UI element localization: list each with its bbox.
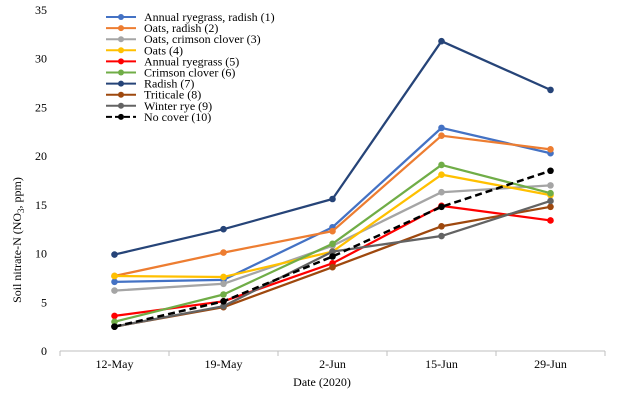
y-tick-label: 20 [35, 149, 47, 163]
legend-marker [118, 80, 124, 87]
x-axis-title: Date (2020) [293, 375, 351, 389]
data-point [547, 182, 554, 189]
data-point [111, 278, 118, 286]
data-point [220, 291, 227, 298]
x-tick-label: 19-May [205, 357, 243, 371]
data-point [220, 273, 227, 281]
data-point [438, 161, 445, 169]
y-tick-label: 5 [41, 295, 47, 309]
data-point [547, 197, 554, 205]
legend-label: No cover (10) [144, 110, 211, 124]
y-axis-ticks: 0 5 10 15 20 25 30 35 [35, 3, 47, 358]
data-point [111, 318, 118, 326]
data-point [329, 248, 336, 255]
data-point [329, 240, 336, 248]
legend-item: Radish (7) [106, 77, 194, 91]
data-point [111, 272, 118, 280]
legend-label: Annual ryegrass, radish (1) [144, 10, 275, 24]
legend-marker [118, 58, 124, 65]
y-tick-label: 10 [35, 247, 47, 261]
legend-label: Oats, crimson clover (3) [144, 32, 261, 46]
legend-label: Oats, radish (2) [144, 21, 218, 35]
data-point [111, 251, 118, 258]
legend-marker [118, 36, 124, 43]
y-axis-title-end: , ppm) [10, 177, 24, 208]
legend-item: No cover (10) [106, 110, 211, 124]
series-layer [111, 37, 554, 330]
data-point [220, 298, 227, 305]
data-point [111, 323, 118, 330]
legend-marker [118, 113, 124, 120]
legend-item: Annual ryegrass, radish (1) [106, 10, 275, 24]
data-point [438, 232, 445, 240]
legend-marker [118, 14, 124, 20]
data-point [438, 132, 445, 139]
x-tick-label: 12-May [96, 357, 134, 371]
legend-label: Crimson clover (6) [144, 66, 235, 80]
series-6 [111, 161, 554, 326]
data-point [220, 249, 227, 256]
y-tick-label: 0 [41, 344, 47, 358]
data-point [547, 86, 554, 94]
legend-item: Oats, radish (2) [106, 21, 218, 35]
x-tick-label: 29-Jun [534, 357, 567, 371]
legend-item: Oats, crimson clover (3) [106, 32, 261, 46]
series-7 [111, 37, 554, 258]
data-point [220, 302, 227, 310]
legend-label: Oats (4) [144, 43, 183, 57]
y-tick-label: 25 [35, 100, 47, 114]
legend-label: Triticale (8) [144, 88, 201, 102]
legend-label: Annual ryegrass (5) [144, 54, 239, 68]
y-tick-label: 15 [35, 198, 47, 212]
data-point [438, 124, 445, 132]
x-tick-label: 2-Jun [319, 357, 346, 371]
legend-label: Radish (7) [144, 77, 194, 91]
y-axis-title-main: Soil nitrate-N (NO [10, 213, 24, 303]
data-point [438, 188, 445, 196]
y-axis-title-subscript: 3 [16, 208, 26, 213]
x-axis-ticks: 12-May 19-May 2-Jun 15-Jun 29-Jun [59, 351, 606, 371]
data-point [111, 312, 118, 320]
legend-marker [118, 91, 124, 98]
y-axis-title: Soil nitrate-N (NO3, ppm) [10, 177, 26, 303]
data-point [547, 189, 554, 197]
data-point [438, 203, 445, 211]
data-point [547, 167, 554, 175]
y-tick-label: 35 [35, 3, 47, 17]
data-point [329, 253, 336, 260]
data-point [547, 203, 554, 211]
legend-label: Winter rye (9) [144, 99, 212, 113]
legend-item: Winter rye (9) [106, 99, 212, 113]
legend-item: Annual ryegrass (5) [106, 54, 239, 68]
data-point [438, 37, 445, 45]
legend-item: Crimson clover (6) [106, 66, 235, 80]
data-point [547, 146, 554, 153]
legend-marker [118, 47, 124, 54]
data-point [329, 263, 336, 271]
data-point [220, 225, 227, 233]
series-line [114, 169, 551, 328]
x-tick-label: 15-Jun [425, 357, 458, 371]
data-point [329, 227, 336, 235]
legend-item: Oats (4) [106, 43, 183, 57]
series-10 [111, 167, 554, 330]
data-point [220, 280, 227, 288]
y-tick-label: 30 [35, 52, 47, 66]
legend-marker [118, 102, 124, 109]
legend-marker [118, 25, 124, 32]
data-point [111, 287, 118, 294]
legend-marker [118, 69, 124, 76]
data-point [329, 195, 336, 203]
data-point [438, 222, 445, 230]
data-point [547, 217, 554, 224]
data-point [438, 171, 445, 178]
legend: Annual ryegrass, radish (1)Oats, radish … [106, 10, 275, 124]
legend-item: Triticale (8) [106, 88, 201, 102]
